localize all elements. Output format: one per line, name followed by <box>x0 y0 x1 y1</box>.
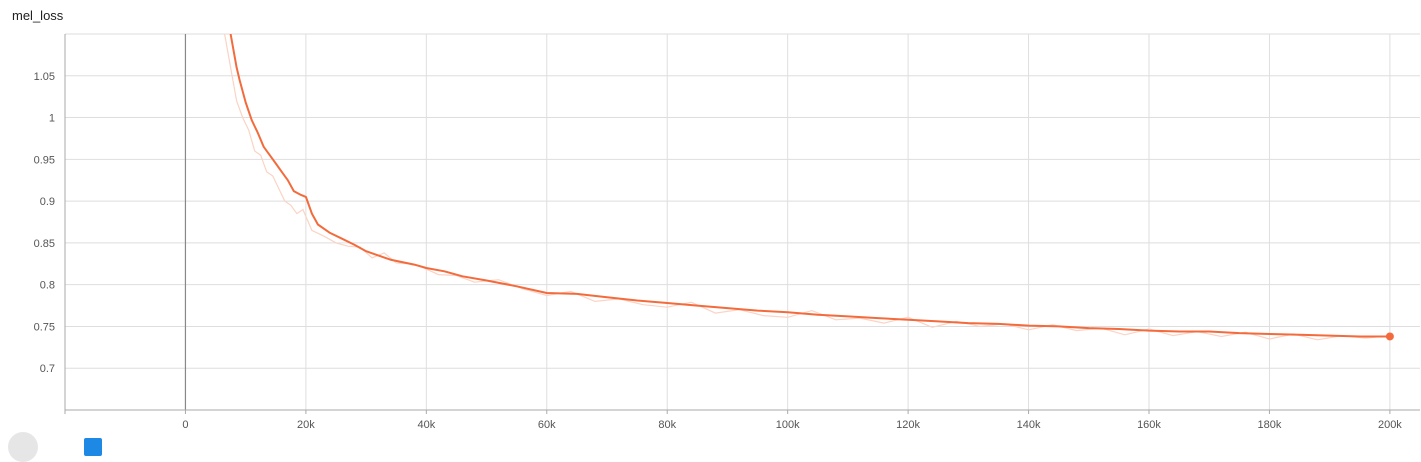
expand-chart-button[interactable] <box>8 432 38 462</box>
x-tick-label: 100k <box>776 419 800 431</box>
x-tick-label: 80k <box>658 419 676 431</box>
last-point-marker <box>1385 332 1394 341</box>
y-tick-label: 0.95 <box>34 154 55 166</box>
x-tick-label: 120k <box>896 419 920 431</box>
x-tick-label: 20k <box>297 419 315 431</box>
y-tick-label: 0.8 <box>40 280 55 292</box>
x-tick-label: 160k <box>1137 419 1161 431</box>
axis-layer <box>64 34 1420 414</box>
mel-loss-chart[interactable]: 0.7 0.75 0.8 0.85 0.9 0.95 1 1.05 0 20k 40k 60k 80k 1… <box>0 0 1421 442</box>
series-layer <box>224 34 1394 341</box>
x-tick-label: 0 <box>182 419 188 431</box>
x-tick-label: 60k <box>538 419 556 431</box>
chart-title: mel_loss <box>12 8 64 23</box>
tick-label-layer: 0.7 0.75 0.8 0.85 0.9 0.95 1 1.05 0 20k 40k 60k 80k 1… <box>34 71 1403 431</box>
x-tick-label: 180k <box>1258 419 1282 431</box>
x-tick-label: 140k <box>1017 419 1041 431</box>
data-toggle-button[interactable] <box>84 438 102 456</box>
grid-layer <box>65 33 1420 410</box>
y-tick-label: 0.9 <box>40 196 55 208</box>
raw-loss-line <box>224 34 1390 341</box>
x-tick-label: 40k <box>417 419 435 431</box>
y-tick-label: 1.05 <box>34 71 55 83</box>
y-tick-label: 1 <box>49 113 55 125</box>
smoothed-loss-line <box>229 34 1390 338</box>
y-tick-label: 0.85 <box>34 238 55 250</box>
y-tick-label: 0.75 <box>34 321 55 333</box>
x-tick-label: 200k <box>1378 419 1402 431</box>
y-tick-label: 0.7 <box>40 363 55 375</box>
